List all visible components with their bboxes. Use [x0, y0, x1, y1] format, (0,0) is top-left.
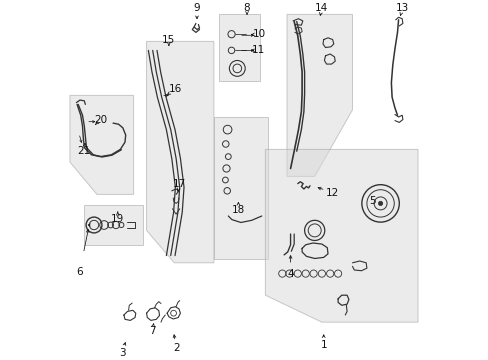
Text: 20: 20 [94, 114, 107, 125]
Text: 21: 21 [78, 146, 91, 156]
Text: 18: 18 [231, 204, 244, 215]
Polygon shape [146, 41, 213, 263]
Text: 7: 7 [148, 326, 155, 336]
Text: 19: 19 [111, 214, 124, 224]
Text: 16: 16 [168, 84, 182, 94]
Text: 1: 1 [320, 340, 326, 350]
Text: 3: 3 [119, 348, 125, 358]
Polygon shape [70, 95, 133, 194]
Text: 2: 2 [172, 343, 179, 354]
Circle shape [378, 201, 382, 206]
Polygon shape [265, 149, 417, 322]
Text: 11: 11 [252, 45, 265, 55]
Text: 14: 14 [315, 3, 328, 13]
Text: 17: 17 [173, 179, 186, 189]
Text: 8: 8 [243, 3, 250, 13]
Text: 4: 4 [286, 269, 293, 279]
Text: 10: 10 [252, 29, 265, 39]
Polygon shape [84, 205, 142, 245]
Text: 12: 12 [325, 188, 339, 198]
Text: 13: 13 [395, 3, 408, 13]
Polygon shape [213, 117, 267, 259]
Polygon shape [218, 14, 259, 81]
Text: 15: 15 [162, 35, 175, 45]
Text: 9: 9 [193, 3, 200, 13]
Text: 6: 6 [76, 267, 83, 277]
Polygon shape [286, 14, 352, 176]
Text: 5: 5 [368, 196, 375, 206]
